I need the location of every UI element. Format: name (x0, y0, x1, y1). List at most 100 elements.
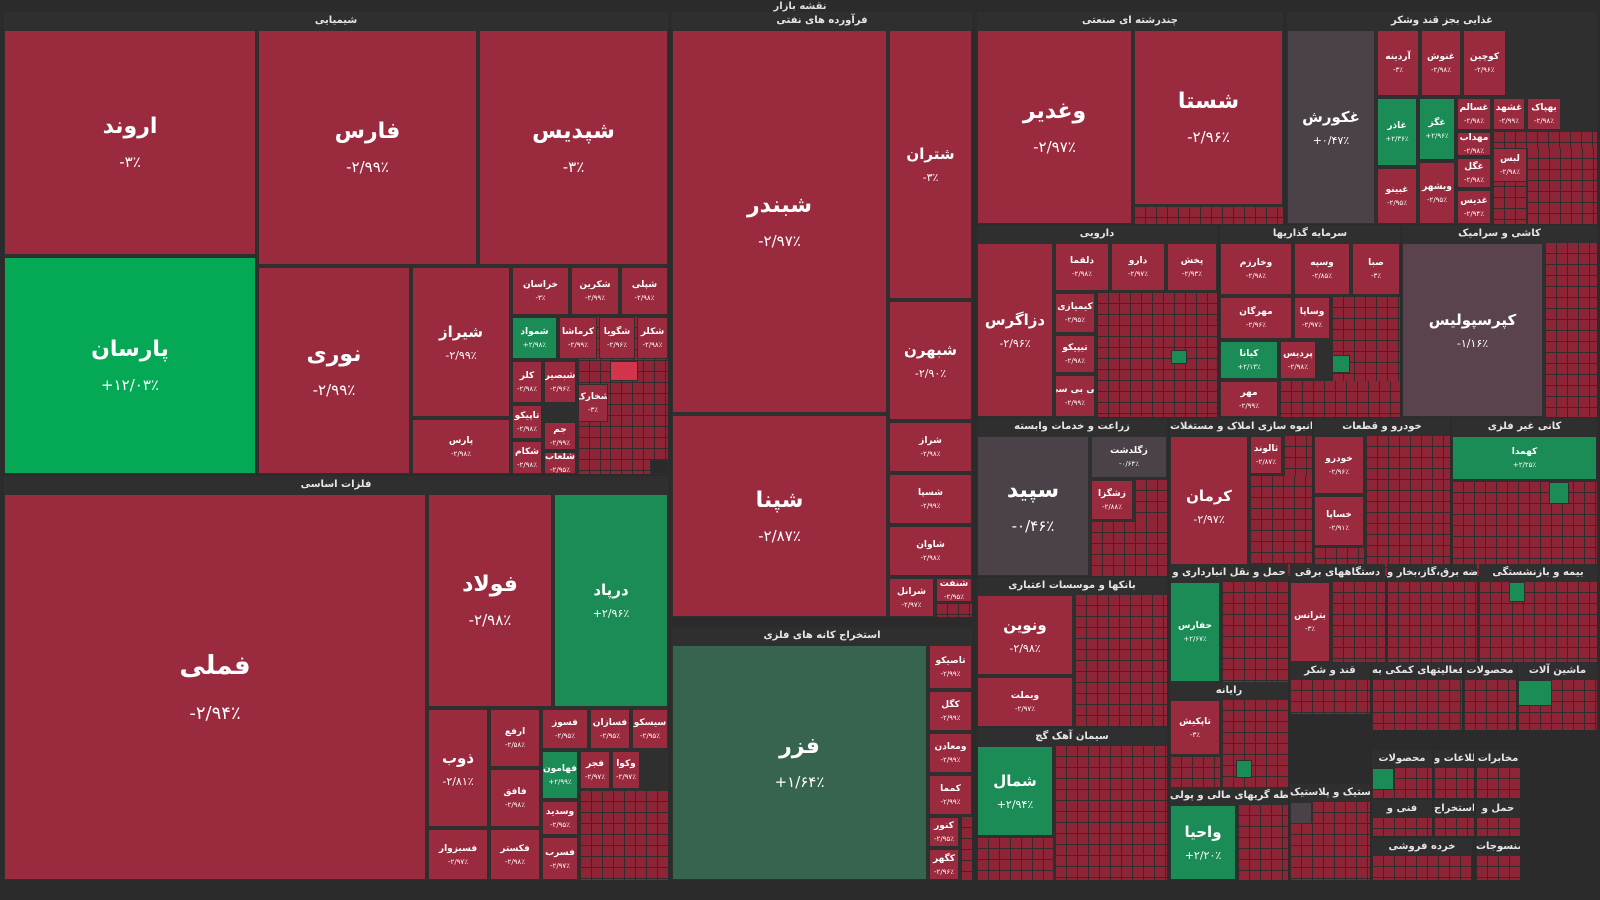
stock-tile-behpak[interactable]: بهپاک -۲/۹۸٪ (1527, 98, 1561, 130)
stock-tile-jam[interactable]: جم -۲/۹۹٪ (544, 422, 576, 450)
stock-tile-kegel[interactable]: کگل -۲/۹۹٪ (929, 691, 972, 731)
sector-title[interactable]: دارویی (1079, 228, 1115, 239)
stock-tile-sisko[interactable]: سیسکو -۲/۹۵٪ (632, 709, 668, 749)
stock-tile-shesapa[interactable]: شسپا -۲/۹۹٪ (889, 474, 972, 524)
stock-tile-shetran[interactable]: شتران -۳٪ (889, 30, 972, 299)
stock-tile-kiana[interactable]: کیانا +۲/۱۳٪ (1220, 341, 1278, 379)
small-stocks-mosaic[interactable] (1222, 582, 1288, 682)
stock-tile-shekalar[interactable]: شکلر -۲/۹۸٪ (637, 317, 668, 359)
stock-tile-small[interactable] (650, 460, 668, 474)
stock-tile-pakhsh[interactable]: پخش -۲/۹۳٪ (1167, 243, 1217, 291)
small-stocks-mosaic[interactable] (1434, 818, 1474, 836)
stock-tile-lebas[interactable]: لبس -۲/۹۸٪ (1493, 148, 1527, 182)
sector-title[interactable]: استخراج (1434, 803, 1474, 814)
stock-tile-small[interactable] (1372, 768, 1394, 790)
stock-tile-fazar[interactable]: فزر +۱/۶۴٪ (672, 645, 927, 880)
stock-tile-small[interactable] (1290, 802, 1312, 824)
sector-title[interactable]: دستگاههای برقی (1294, 567, 1381, 578)
sector-title[interactable]: اطلاعات و (1434, 753, 1474, 764)
stock-tile-shavan[interactable]: شاوان -۲/۹۸٪ (889, 526, 972, 576)
stock-tile-kenoor[interactable]: کنور -۲/۹۵٪ (929, 817, 959, 847)
stock-tile-batrans[interactable]: بترانس -۳٪ (1290, 582, 1330, 662)
stock-tile-vanovin[interactable]: ونوین -۲/۹۸٪ (977, 595, 1073, 675)
stock-tile-tapiko[interactable]: تاپیکو -۲/۹۸٪ (512, 405, 542, 439)
stock-tile-shekam[interactable]: شکام -۲/۹۸٪ (512, 441, 542, 474)
small-stocks-mosaic[interactable] (1332, 582, 1385, 662)
stock-tile-shegoya[interactable]: شگویا -۲/۹۶٪ (599, 317, 635, 359)
small-stocks-mosaic[interactable] (977, 838, 1053, 880)
stock-tile-daroo[interactable]: دارو -۲/۹۷٪ (1111, 243, 1165, 291)
sector-title[interactable]: فنی و (1386, 803, 1418, 814)
stock-tile-arvand[interactable]: اروند -۳٪ (4, 30, 256, 255)
stock-tile-kibisi[interactable]: کی بی سی -۲/۹۹٪ (1055, 375, 1095, 417)
stock-tile-sheraz[interactable]: شراز -۲/۹۸٪ (889, 422, 972, 472)
stock-tile-kamma[interactable]: کمما -۲/۹۹٪ (929, 775, 972, 815)
sector-title[interactable]: محصولات (1378, 753, 1426, 764)
small-stocks-mosaic[interactable] (1222, 700, 1288, 787)
stock-tile-zeshgez[interactable]: زشگزا -۲/۸۸٪ (1091, 480, 1133, 520)
small-stocks-mosaic[interactable] (1476, 818, 1520, 836)
stock-tile-tipiko[interactable]: تیپیکو -۲/۹۸٪ (1055, 335, 1095, 373)
sector-title[interactable]: رایانه (1215, 685, 1243, 696)
sector-title[interactable]: بیمه و بازنشستگی (1492, 567, 1584, 578)
sector-title[interactable]: کاشی و سرامیک (1458, 228, 1541, 239)
small-stocks-mosaic[interactable] (1075, 595, 1167, 727)
stock-tile-ghasalam[interactable]: غسالم -۲/۹۸٪ (1457, 98, 1491, 130)
small-stocks-mosaic[interactable] (1476, 768, 1520, 798)
stock-tile-koochin[interactable]: کوچین -۲/۹۶٪ (1463, 30, 1506, 96)
stock-tile-small[interactable] (1549, 482, 1569, 504)
small-stocks-mosaic[interactable] (1280, 381, 1400, 417)
stock-tile-kahmada[interactable]: کهمدا +۲/۲۵٪ (1452, 436, 1597, 480)
stock-tile-vaghadir[interactable]: وغدیر -۲/۹۷٪ (977, 30, 1132, 224)
sector-title[interactable]: ماشین آلات (1528, 665, 1587, 676)
stock-tile-small[interactable] (1518, 680, 1552, 706)
stock-tile-small[interactable] (1332, 355, 1350, 373)
small-stocks-mosaic[interactable] (1134, 207, 1283, 224)
sector-title[interactable]: عرضه برق،گاز،بخار و (1387, 567, 1477, 578)
small-stocks-mosaic[interactable] (1091, 522, 1167, 576)
stock-tile-vasepe[interactable]: وسپه -۲/۸۵٪ (1294, 243, 1350, 295)
stock-tile-shenaft[interactable]: شنفت -۲/۹۵٪ (936, 578, 972, 602)
sector-title[interactable]: محصولات (1466, 665, 1514, 676)
stock-tile-shealab[interactable]: شلعاب -۲/۹۵٪ (544, 452, 576, 474)
stock-tile-ardine[interactable]: آردینه -۳٪ (1377, 30, 1419, 96)
sector-title[interactable]: منسوجات (1476, 841, 1520, 852)
sector-title[interactable]: حمل و نقل انبارداری و (1172, 567, 1286, 578)
stock-tile-vaha[interactable]: واحیا +۲/۲۰٪ (1170, 805, 1236, 880)
sector-title[interactable]: خرده فروشی (1388, 841, 1456, 852)
stock-tile-mehr[interactable]: مهر -۲/۹۹٪ (1220, 381, 1278, 417)
stock-tile-khorasan[interactable]: خراسان -۳٪ (512, 267, 569, 315)
stock-tile-vebshahr[interactable]: وبشهر -۲/۹۵٪ (1419, 162, 1455, 224)
stock-tile-pardis[interactable]: پردیس -۲/۹۸٪ (1280, 341, 1316, 379)
stock-tile-kegohar[interactable]: کگهر -۲/۹۶٪ (929, 849, 959, 880)
stock-tile-ghazar[interactable]: غاذر +۲/۳۶٪ (1377, 98, 1417, 166)
stock-tile-kimiazi[interactable]: کیمیازی -۲/۹۵٪ (1055, 293, 1095, 333)
small-stocks-mosaic[interactable] (1284, 436, 1312, 476)
stock-tile-shebahran[interactable]: شبهرن -۲/۹۰٪ (889, 301, 972, 420)
sector-title[interactable]: فعالیتهای کمکی به (1372, 665, 1462, 676)
stock-tile-kalar[interactable]: کلر -۲/۹۸٪ (512, 361, 542, 403)
sector-title[interactable]: استخراج کانه های فلزی (763, 630, 881, 641)
sector-title[interactable]: خودرو و قطعات (1342, 421, 1422, 432)
stock-tile-fahamoon[interactable]: فهامون +۲/۹۹٪ (542, 751, 578, 799)
stock-tile-sepid[interactable]: سپید -۰/۴۶٪ (977, 436, 1089, 576)
stock-tile-fars[interactable]: فارس -۲/۹۹٪ (258, 30, 477, 265)
stock-tile-fesebzevar[interactable]: فسبزوار -۲/۹۷٪ (428, 829, 488, 880)
stock-tile-kermasha[interactable]: کرماشا -۲/۹۹٪ (559, 317, 597, 359)
stock-tile-haffars[interactable]: حفارس +۲/۶۷٪ (1170, 582, 1220, 682)
small-stocks-mosaic[interactable] (1372, 818, 1432, 836)
stock-tile-small[interactable] (1236, 760, 1252, 778)
stock-tile-fesarb[interactable]: فسرب -۲/۹۷٪ (542, 837, 578, 880)
stock-tile-fafagh[interactable]: فافق -۲/۹۸٪ (490, 769, 540, 827)
sector-title[interactable]: بانکها و موسسات اعتباری (1008, 580, 1136, 591)
stock-tile-ghadis[interactable]: غدیس -۲/۹۴٪ (1457, 190, 1491, 224)
small-stocks-mosaic[interactable] (1135, 480, 1167, 522)
stock-tile-vakova[interactable]: وکوا -۲/۹۷٪ (612, 751, 640, 789)
small-stocks-mosaic[interactable] (1434, 768, 1474, 798)
stock-tile-zob[interactable]: ذوب -۲/۸۱٪ (428, 709, 488, 827)
sector-title[interactable]: زراعت و خدمات وابسته (1014, 421, 1130, 432)
small-stocks-mosaic[interactable] (1097, 293, 1217, 417)
small-stocks-mosaic[interactable] (961, 817, 972, 880)
sector-title[interactable]: کانی غیر فلزی (1487, 421, 1562, 432)
stock-tile-tasiko[interactable]: تاصیکو -۲/۹۹٪ (929, 645, 972, 689)
